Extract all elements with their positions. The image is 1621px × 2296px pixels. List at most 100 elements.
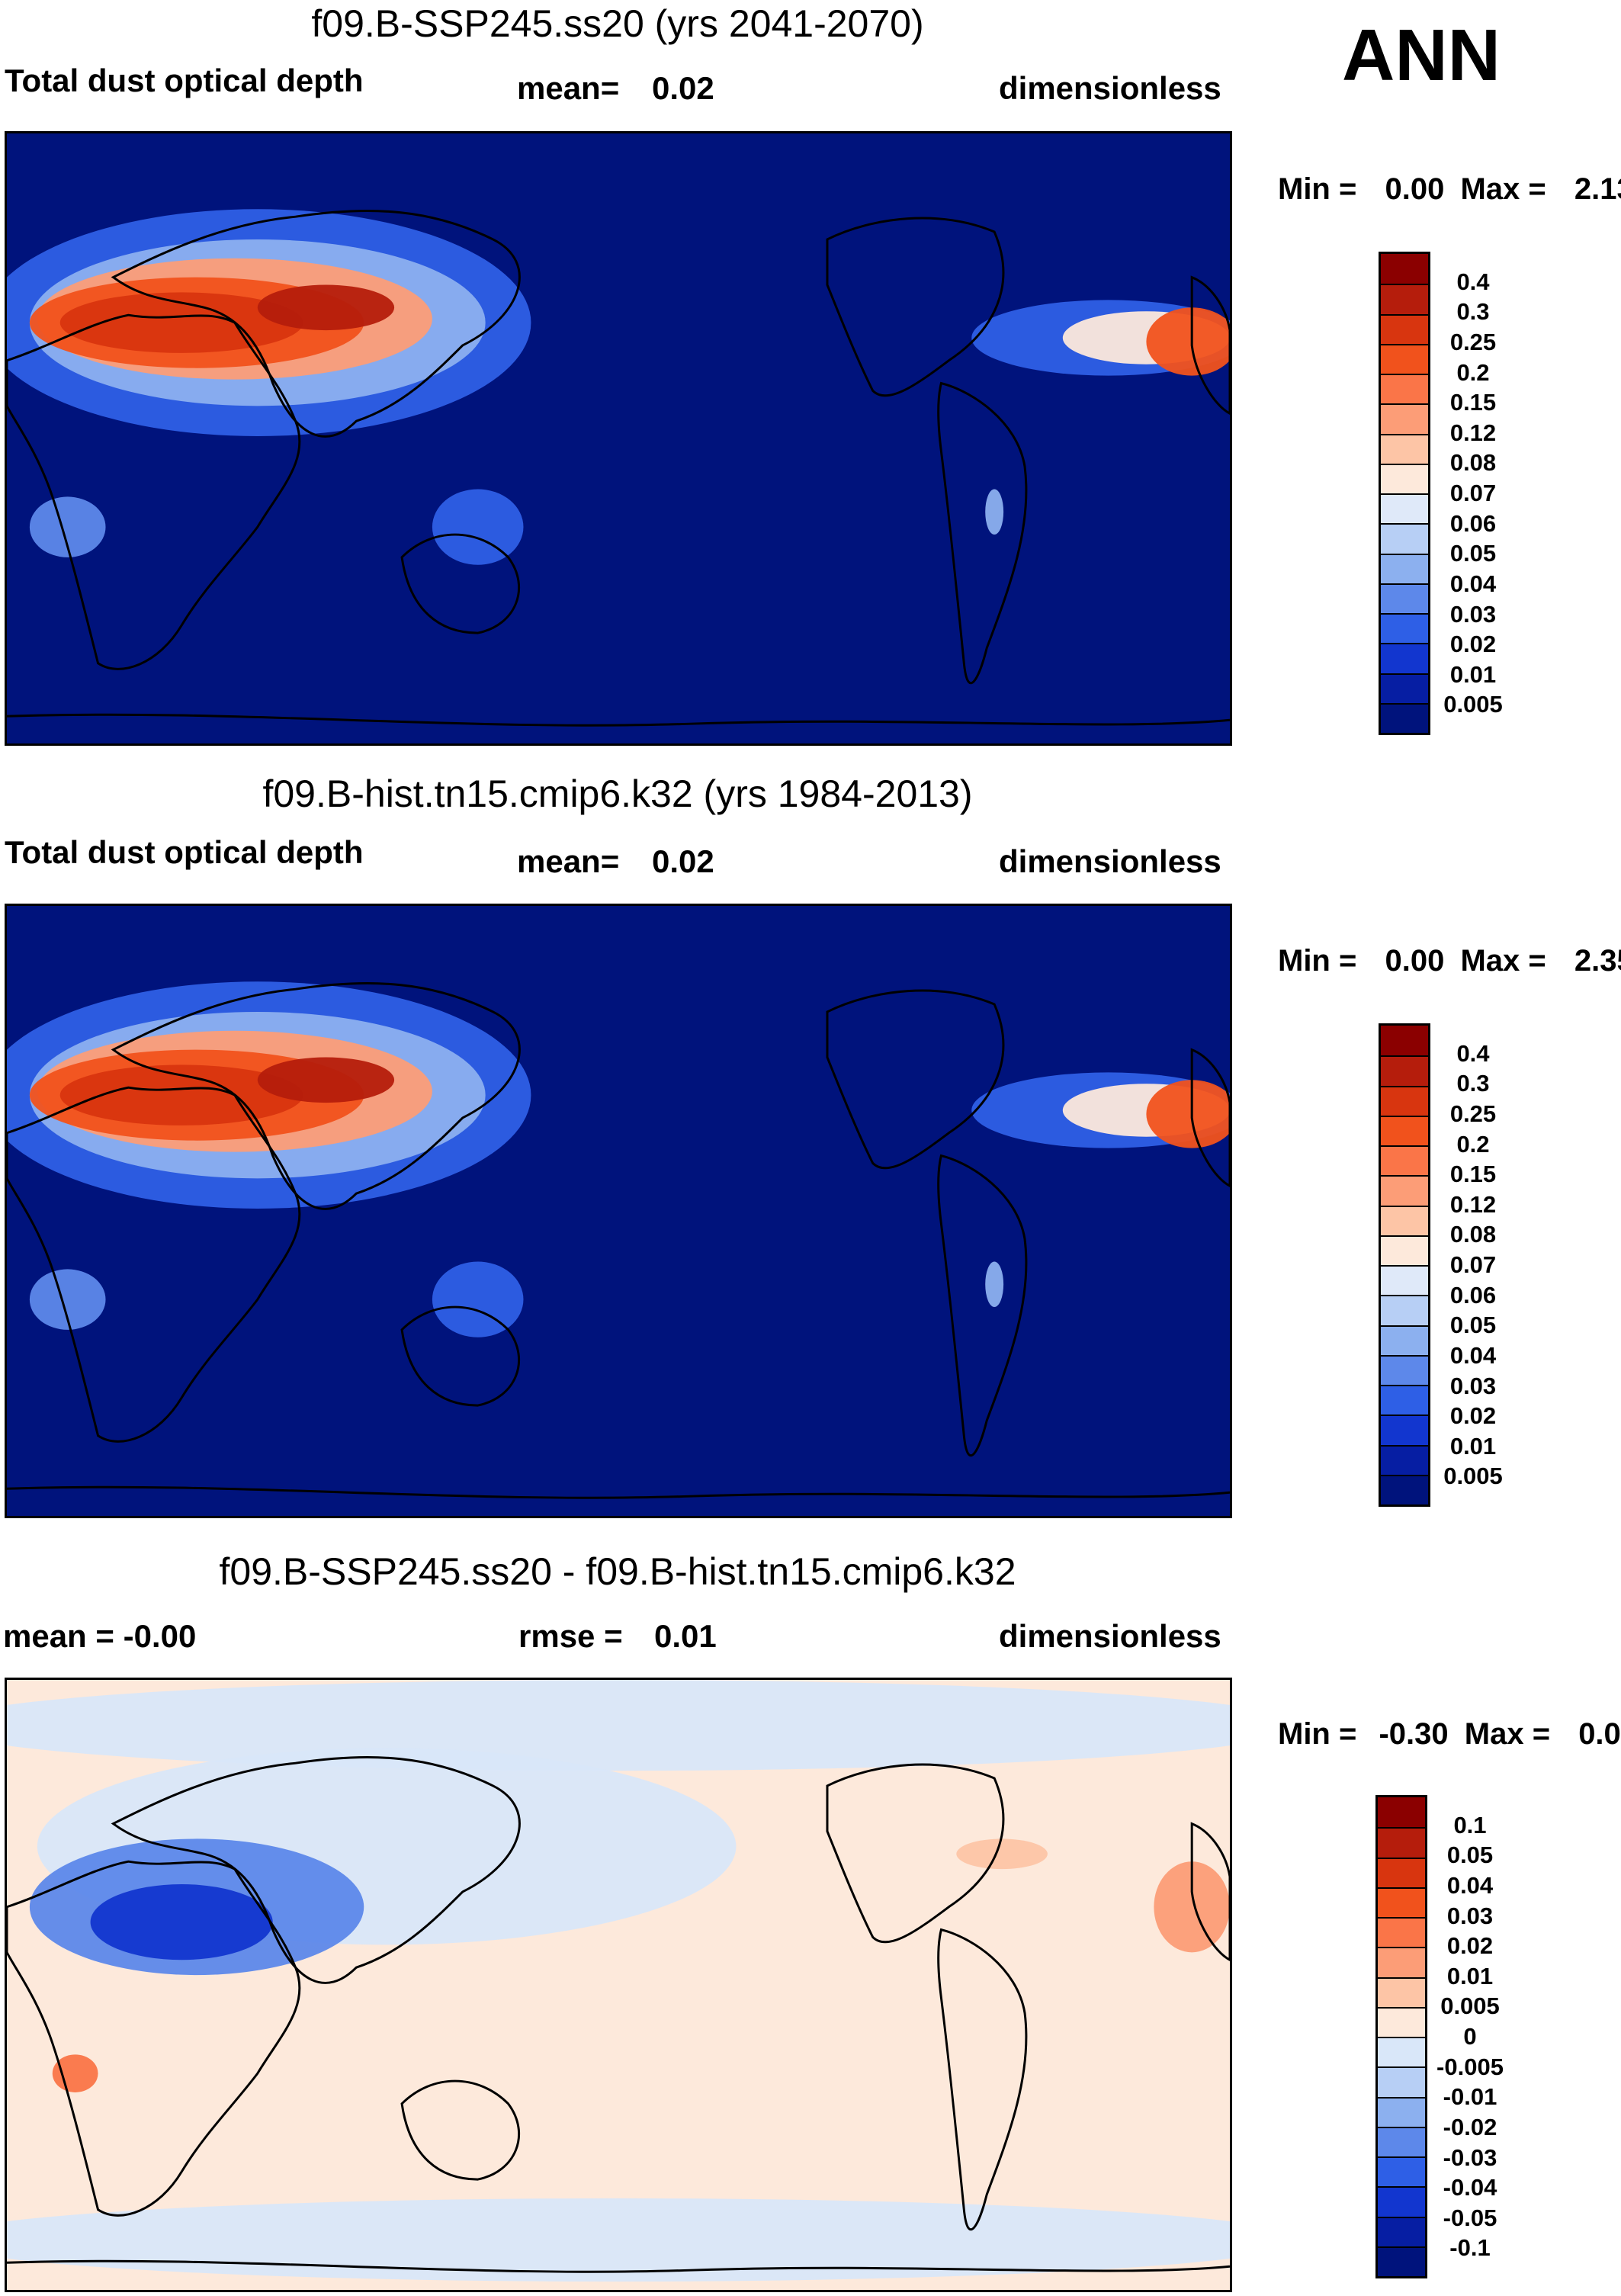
colorbar-segment: [1381, 1055, 1428, 1086]
map-plot: [5, 904, 1232, 1518]
field-contour: [985, 1261, 1004, 1308]
colorbar-segment: [1381, 1026, 1428, 1056]
colorbar-segment: [1381, 1205, 1428, 1235]
coastline: [937, 1928, 1028, 2231]
field-contour: [985, 489, 1004, 535]
field-contour: [29, 1269, 106, 1330]
colorbar-label: 0.15: [1449, 1161, 1497, 1188]
colorbar-segment: [1381, 1325, 1428, 1355]
field-contour: [1146, 1080, 1230, 1148]
colorbar-segment: [1381, 374, 1428, 404]
field-contour: [90, 1883, 273, 1960]
colorbar-segment: [1378, 2066, 1425, 2097]
colorbar-segment: [1381, 1295, 1428, 1325]
colorbar-segment: [1378, 1827, 1425, 1858]
colorbar-segment: [1381, 1474, 1428, 1504]
antarctica-coastline: [7, 1485, 1230, 1499]
units-label: dimensionless: [999, 70, 1221, 106]
field-contour: [1154, 1861, 1230, 1953]
min-value: 0.00: [1385, 172, 1445, 206]
variable-label: Total dust optical depth: [5, 834, 364, 870]
panel-title: f09.B-hist.tn15.cmip6.k32 (yrs 1984-2013…: [262, 772, 973, 815]
colorbar-label: -0.005: [1436, 2053, 1504, 2080]
colorbar-segment: [1378, 2186, 1425, 2217]
colorbar-label: -0.1: [1449, 2234, 1491, 2262]
colorbar-segment: [1381, 313, 1428, 344]
colorbar-label: 0.07: [1449, 1251, 1497, 1278]
colorbar-segment: [1378, 1797, 1425, 1828]
coastline: [1190, 275, 1230, 415]
antarctica-coastline: [7, 713, 1230, 727]
colorbar-label: 0.15: [1449, 389, 1497, 416]
colorbar-label: 0.4: [1456, 268, 1490, 295]
colorbar-label: 0.4: [1456, 1039, 1490, 1067]
colorbar-label: 0.03: [1449, 1372, 1497, 1399]
colorbar-label: 0.005: [1443, 691, 1503, 718]
colorbar-label: 0.12: [1449, 419, 1497, 446]
colorbar-label: 0.2: [1456, 358, 1490, 386]
colorbar-label: -0.03: [1443, 2143, 1497, 2171]
colorbar-segment: [1381, 1444, 1428, 1475]
field-contour: [257, 284, 395, 331]
panel-title: f09.B-SSP245.ss20 - f09.B-hist.tn15.cmip…: [219, 1550, 1016, 1593]
min-value: 0.00: [1385, 944, 1445, 978]
colorbar-label: 0.005: [1443, 1463, 1503, 1490]
coastline: [400, 533, 521, 634]
colorbar-label: 0.07: [1449, 480, 1497, 506]
map-svg: [7, 1680, 1230, 2290]
colorbar-segment: [1378, 1947, 1425, 1977]
colorbar-segment: [1378, 2216, 1425, 2246]
coastline: [400, 2079, 521, 2181]
colorbar-label: 0.2: [1456, 1130, 1490, 1158]
colorbar-label: 0.04: [1449, 1341, 1497, 1369]
colorbar-segment: [1378, 1917, 1425, 1948]
variable-label: Total dust optical depth: [5, 63, 364, 98]
field-contour: [7, 2198, 1230, 2282]
field-contour: [956, 1838, 1048, 1870]
colorbar-segment: [1381, 1235, 1428, 1265]
colorbar-label: 0.02: [1449, 631, 1497, 658]
colorbar-label: 0.06: [1449, 1281, 1497, 1309]
colorbar-label: 0.03: [1449, 600, 1497, 628]
colorbar-segment: [1381, 433, 1428, 464]
season-label: ANN: [1342, 14, 1501, 96]
colorbar-label: 0.03: [1446, 1902, 1494, 1929]
colorbar-label: 0.02: [1449, 1402, 1497, 1430]
max-value: 0.09: [1578, 1717, 1621, 1751]
colorbar-segment: [1381, 1265, 1428, 1296]
coastline: [111, 982, 521, 1210]
colorbar-segment: [1381, 1385, 1428, 1415]
colorbar-segment: [1378, 2156, 1425, 2187]
coastline: [1190, 1822, 1230, 1961]
colorbar-label: -0.05: [1443, 2204, 1497, 2231]
map-svg: [7, 906, 1230, 1516]
colorbar-segment: [1381, 343, 1428, 374]
map-svg: [7, 133, 1230, 743]
colorbar-segment: [1381, 1354, 1428, 1385]
colorbar-label: 0.01: [1449, 1432, 1497, 1459]
coastline: [7, 1086, 301, 1443]
colorbar-segment: [1381, 403, 1428, 434]
rmse-value: 0.01: [654, 1618, 717, 1654]
colorbar-label: 0.01: [1449, 660, 1497, 688]
colorbar-segment: [1381, 1145, 1428, 1176]
colorbar-label: 0.05: [1449, 540, 1497, 567]
mean-value: 0.02: [652, 70, 714, 106]
min-label: Min =: [1278, 944, 1357, 978]
field-contour: [7, 1680, 1230, 1771]
colorbar-segment: [1378, 1887, 1425, 1917]
colorbar-segment: [1378, 2037, 1425, 2067]
field-contour: [52, 2054, 98, 2092]
colorbar-label: 0.08: [1449, 449, 1497, 477]
panel-title: f09.B-SSP245.ss20 (yrs 2041-2070): [311, 2, 924, 45]
colorbar-segment: [1381, 1175, 1428, 1206]
colorbar-label: 0: [1463, 2023, 1477, 2050]
coastline: [937, 381, 1028, 685]
colorbar-segment: [1381, 673, 1428, 703]
colorbar-segment: [1381, 523, 1428, 554]
colorbar-segment: [1381, 553, 1428, 583]
colorbar: [1379, 1023, 1430, 1507]
colorbar-label: 0.06: [1449, 509, 1497, 537]
colorbar-segment: [1381, 1415, 1428, 1445]
units-label: dimensionless: [999, 1618, 1221, 1654]
